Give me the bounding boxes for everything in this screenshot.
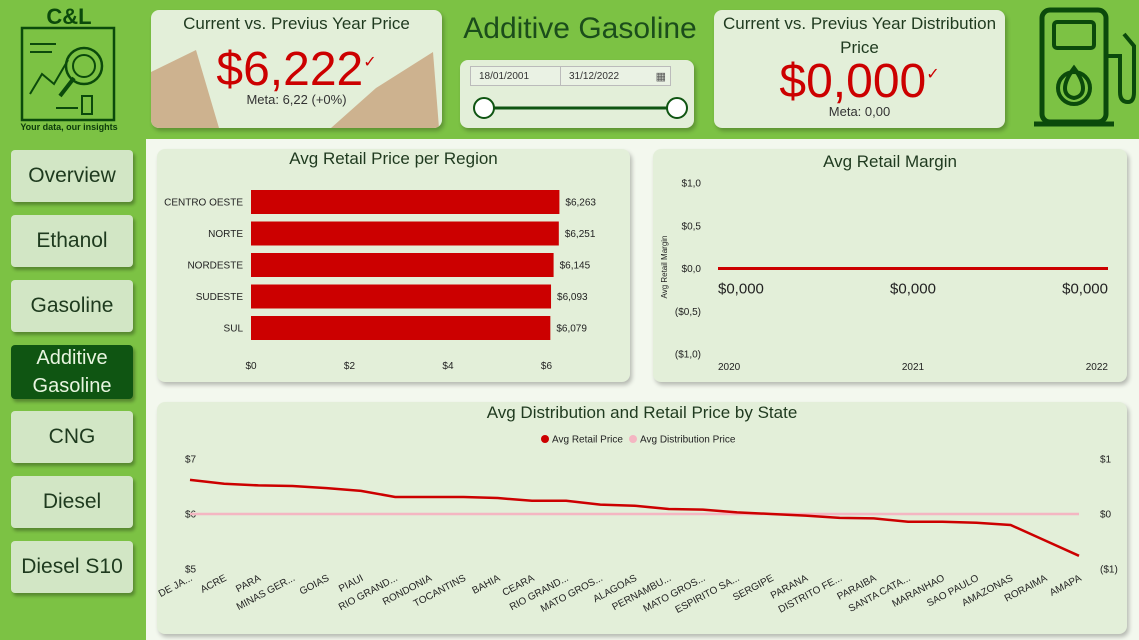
end-date-input[interactable]: 31/12/2022 ▦: [560, 66, 671, 86]
margin-data-label: $0,000: [890, 281, 936, 298]
date-range-slider[interactable]: [460, 88, 694, 128]
calendar-icon[interactable]: ▦: [655, 71, 666, 83]
kpi-price-card: Current vs. Previus Year Price $6,222✓ M…: [151, 10, 442, 128]
x-tick-label: 2021: [902, 362, 925, 373]
y-right-tick-label: ($1): [1100, 565, 1118, 576]
region-bar-value-label: $6,263: [565, 198, 596, 209]
nav-gasoline[interactable]: Gasoline: [11, 280, 133, 332]
margin-data-label: $0,000: [718, 281, 764, 298]
kpi-distribution-title: Current vs. Previus Year Distribution Pr…: [722, 14, 997, 57]
y-tick-label: $1,0: [682, 179, 702, 190]
nav-overview[interactable]: Overview: [11, 150, 133, 202]
nav-diesel[interactable]: Diesel: [11, 476, 133, 528]
down-arrow-icon: ✓: [363, 54, 377, 71]
region-bar: [251, 190, 560, 214]
page-title: Additive Gasoline: [463, 12, 697, 45]
kpi-distribution-value: $0,000✓: [779, 55, 940, 108]
x-tick-label: $2: [344, 361, 356, 372]
region-bar-value-label: $6,079: [556, 324, 587, 335]
state-tick-label: AMAPA: [1048, 573, 1084, 599]
y-left-tick-label: $5: [185, 565, 197, 576]
x-tick-label: $0: [245, 361, 257, 372]
margin-data-label: $0,000: [1062, 281, 1108, 298]
nav-additive-gasoline[interactable]: Additive Gasoline: [11, 345, 133, 399]
y-tick-label: $0,0: [682, 264, 702, 275]
region-bar-value-label: $6,145: [560, 261, 591, 272]
state-line-plot: Avg Retail Price Avg Distribution Price $7…: [157, 435, 1118, 616]
kpi-price-title: Current vs. Previus Year Price: [183, 14, 410, 33]
legend-distribution-label: Avg Distribution Price: [640, 435, 736, 446]
region-bar: [251, 221, 559, 246]
legend-retail-label: Avg Retail Price: [552, 435, 623, 446]
region-bar-value-label: $6,251: [565, 229, 596, 240]
y-right-tick-label: $1: [1100, 455, 1112, 466]
margin-chart-title: Avg Retail Margin: [823, 152, 957, 171]
region-bar-value-label: $6,093: [557, 292, 588, 303]
y-axis-label: Avg Retail Margin: [660, 236, 669, 299]
kpi-distribution-meta: Meta: 0,00: [828, 104, 891, 119]
date-slicer: 18/01/2001▦ 31/12/2022▦: [460, 60, 694, 128]
region-label: NORDESTE: [187, 261, 243, 272]
region-chart-title: Avg Retail Price per Region: [289, 149, 498, 168]
retail-margin-chart: Avg Retail Margin $1,0 $0,5 $0,0 ($0,5) ($1,…: [653, 149, 1127, 382]
y-left-tick-label: $7: [185, 455, 197, 466]
state-price-chart: Avg Distribution and Retail Price by Sta…: [157, 402, 1127, 634]
x-tick-label: $6: [541, 361, 553, 372]
kpi-price-sparkline: [151, 50, 439, 128]
y-tick-label: $0,5: [682, 221, 702, 232]
region-bar: [251, 284, 552, 309]
x-tick-label: 2020: [718, 362, 741, 373]
fuel-pump-icon: [1034, 7, 1136, 127]
y-right-tick-label: $0: [1100, 510, 1112, 521]
y-tick-label: ($0,5): [675, 307, 701, 318]
state-tick-label: RIO DE JA...: [157, 573, 194, 610]
region-label: NORTE: [208, 229, 243, 240]
region-bar: [251, 253, 554, 277]
region-bar-plot: CENTRO OESTE $6,263 NORTE $6,251 NORDESTE $6,…: [164, 190, 596, 372]
slider-end-handle[interactable]: [666, 97, 688, 119]
nav-ethanol[interactable]: Ethanol: [11, 215, 133, 267]
state-tick-label: MINAS GER...: [235, 573, 297, 613]
region-bar: [251, 316, 551, 340]
legend-distribution-marker: [629, 435, 637, 443]
region-label: CENTRO OESTE: [164, 198, 243, 209]
nav-diesel-s10[interactable]: Diesel S10: [11, 541, 133, 593]
logo-tagline: Your data, our insights: [20, 122, 118, 132]
logo: C&L Your data, our insights: [12, 4, 126, 136]
retail-series-line: [189, 478, 1080, 557]
y-tick-label: ($1,0): [675, 350, 701, 361]
slider-start-handle[interactable]: [473, 97, 495, 119]
kpi-price-meta: Meta: 6,22 (+0%): [246, 92, 347, 107]
margin-line-plot: $1,0 $0,5 $0,0 ($0,5) ($1,0) Avg Retail Margi…: [660, 179, 1109, 374]
state-tick-label: ACRE: [199, 573, 229, 596]
region-label: SUL: [224, 324, 244, 335]
x-tick-label: 2022: [1086, 362, 1109, 373]
legend-retail-marker: [541, 435, 549, 443]
x-tick-label: $4: [442, 361, 454, 372]
analytics-icon: [20, 26, 116, 122]
nav-cng[interactable]: CNG: [11, 411, 133, 463]
region-label: SUDESTE: [196, 292, 244, 303]
kpi-distribution-card: Current vs. Previus Year Distribution Pr…: [714, 10, 1005, 128]
state-chart-title: Avg Distribution and Retail Price by Sta…: [486, 403, 798, 422]
kpi-price-value: $6,222✓: [216, 43, 377, 96]
state-tick-label: BAHIA: [470, 573, 502, 597]
state-tick-label: GOIAS: [298, 573, 331, 598]
logo-title: C&L: [46, 4, 92, 29]
down-arrow-icon: ✓: [926, 66, 940, 83]
region-price-chart: Avg Retail Price per Region CENTRO OESTE…: [157, 149, 630, 382]
